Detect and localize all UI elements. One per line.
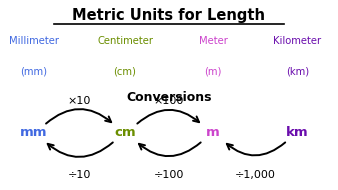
Text: (cm): (cm) xyxy=(114,66,137,77)
Text: (km): (km) xyxy=(286,66,309,77)
Text: cm: cm xyxy=(114,127,136,139)
Text: Kilometer: Kilometer xyxy=(273,36,321,46)
Text: ÷1,000: ÷1,000 xyxy=(235,170,275,180)
Text: (m): (m) xyxy=(204,66,222,77)
Text: ×10: ×10 xyxy=(68,96,91,106)
Text: mm: mm xyxy=(20,127,48,139)
Text: km: km xyxy=(286,127,309,139)
Text: ÷10: ÷10 xyxy=(68,170,91,180)
Text: Metric Units for Length: Metric Units for Length xyxy=(72,8,266,23)
Text: Conversions: Conversions xyxy=(126,91,212,104)
Text: Millimeter: Millimeter xyxy=(9,36,59,46)
Text: Centimeter: Centimeter xyxy=(97,36,153,46)
Text: m: m xyxy=(206,127,220,139)
Text: Meter: Meter xyxy=(198,36,227,46)
Text: (mm): (mm) xyxy=(20,66,47,77)
Text: ×100: ×100 xyxy=(154,96,184,106)
Text: ÷100: ÷100 xyxy=(154,170,184,180)
